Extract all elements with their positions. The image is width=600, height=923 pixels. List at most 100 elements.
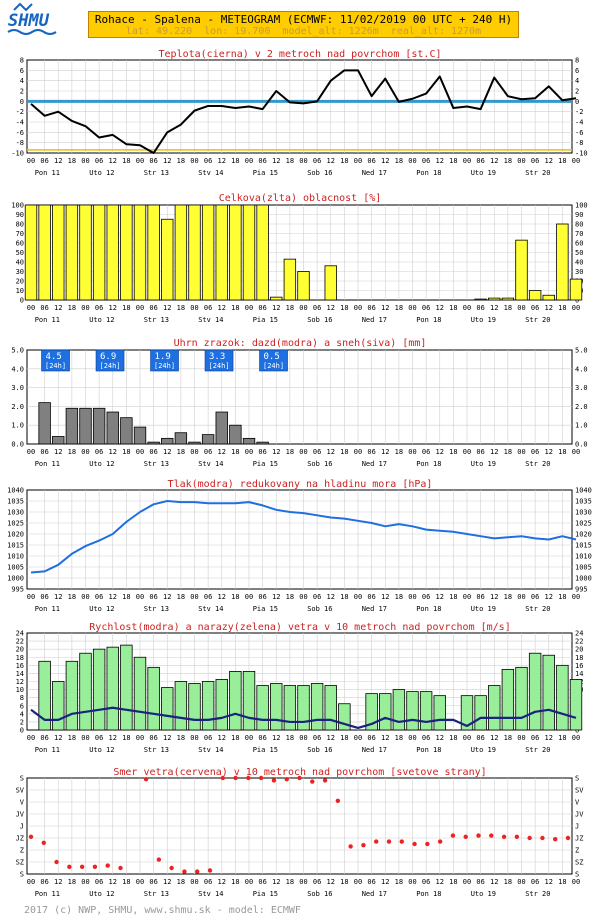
y-tick-label-right: -8 bbox=[575, 139, 583, 147]
plot-frame bbox=[26, 59, 573, 154]
y-tick-label-right: SZ bbox=[575, 859, 583, 867]
y-tick-label-left: 5.0 bbox=[11, 347, 24, 355]
y-tick-label-left: 1.0 bbox=[11, 422, 24, 430]
chart-panel-1: Teplota(cierna) v 2 metroch nad povrchom… bbox=[11, 49, 587, 177]
bar bbox=[52, 204, 65, 301]
y-tick-label-left: 8 bbox=[20, 694, 24, 702]
x-hour-label: 12 bbox=[218, 448, 226, 456]
wind-direction-point bbox=[399, 839, 404, 844]
x-hour-label: 12 bbox=[490, 734, 498, 742]
x-hour-label: 18 bbox=[449, 593, 457, 601]
x-hour-label: 00 bbox=[190, 734, 198, 742]
y-tick-label-left: 100 bbox=[11, 202, 24, 210]
x-hour-label: 00 bbox=[572, 448, 580, 456]
x-hour-label: 00 bbox=[27, 157, 35, 165]
header-banner: Rohace - Spalena - METEOGRAM (ECMWF: 11/… bbox=[88, 11, 519, 38]
x-hour-label: 06 bbox=[258, 304, 266, 312]
bar bbox=[133, 204, 147, 301]
y-tick-label-right: SV bbox=[575, 787, 584, 795]
x-hour-label: 06 bbox=[258, 157, 266, 165]
chart-panel-5: Rychlost(modra) a narazy(zelena) vetra v… bbox=[16, 622, 584, 754]
bar bbox=[65, 204, 79, 301]
x-day-label: Sob 16 bbox=[307, 605, 332, 613]
wind-direction-point bbox=[156, 857, 162, 862]
x-day-label: Pon 18 bbox=[416, 746, 441, 754]
x-day-label: Str 20 bbox=[525, 890, 550, 898]
x-hour-label: 18 bbox=[68, 734, 76, 742]
x-hour-label: 18 bbox=[558, 448, 566, 456]
wind-direction-point bbox=[41, 840, 46, 845]
x-hour-label: 00 bbox=[517, 878, 525, 886]
y-tick-label-left: -6 bbox=[16, 129, 24, 137]
x-day-label: Uto 19 bbox=[471, 890, 496, 898]
bar bbox=[433, 695, 446, 731]
x-hour-label: 12 bbox=[54, 878, 62, 886]
x-hour-label: 00 bbox=[572, 593, 580, 601]
x-day-label: Pon 18 bbox=[416, 460, 441, 468]
x-hour-label: 12 bbox=[490, 157, 498, 165]
wind-direction-point bbox=[195, 869, 200, 874]
bar bbox=[65, 660, 79, 731]
x-hour-label: 00 bbox=[190, 593, 198, 601]
x-hour-label: 06 bbox=[204, 878, 212, 886]
y-tick-label-left: 1025 bbox=[7, 520, 24, 528]
x-hour-label: 00 bbox=[81, 878, 89, 886]
x-hour-label: 12 bbox=[218, 734, 226, 742]
x-day-label: Sob 16 bbox=[307, 890, 332, 898]
bar bbox=[474, 298, 487, 301]
y-tick-label-left: 60 bbox=[16, 240, 24, 248]
y-tick-label-right: 1020 bbox=[575, 531, 592, 539]
y-tick-label-right: 20 bbox=[575, 646, 583, 654]
x-hour-label: 00 bbox=[136, 448, 144, 456]
y-tick-label-right: 5.0 bbox=[575, 347, 588, 355]
x-hour-label: 06 bbox=[531, 734, 539, 742]
bar bbox=[406, 691, 419, 731]
wind-direction-point bbox=[425, 841, 430, 847]
bar bbox=[161, 687, 174, 731]
bar bbox=[79, 204, 92, 301]
bar bbox=[542, 294, 555, 301]
x-hour-label: 06 bbox=[367, 304, 375, 312]
x-hour-label: 06 bbox=[40, 878, 48, 886]
x-hour-label: 18 bbox=[231, 304, 239, 312]
bar bbox=[38, 660, 51, 731]
y-tick-label-right: 40 bbox=[575, 259, 583, 267]
bar bbox=[161, 437, 174, 445]
bar bbox=[120, 204, 133, 301]
y-tick-label-right: -6 bbox=[575, 129, 583, 137]
x-day-label: Pia 15 bbox=[253, 605, 278, 613]
y-tick-label-right: 4 bbox=[575, 77, 579, 85]
x-hour-label: 12 bbox=[490, 878, 498, 886]
x-hour-label: 06 bbox=[258, 878, 266, 886]
bar bbox=[147, 204, 160, 301]
x-hour-label: 12 bbox=[272, 448, 280, 456]
x-day-label: Stv 14 bbox=[198, 890, 223, 898]
y-tick-label-right: 4.0 bbox=[575, 365, 588, 373]
x-hour-label: 06 bbox=[258, 734, 266, 742]
x-day-label: Ned 17 bbox=[362, 746, 387, 754]
bar bbox=[460, 695, 474, 731]
y-tick-label-right: 0 bbox=[575, 297, 579, 305]
x-hour-label: 18 bbox=[504, 593, 512, 601]
x-hour-label: 12 bbox=[163, 304, 171, 312]
x-day-label: Str 20 bbox=[525, 169, 550, 177]
y-tick-label-left: Z bbox=[20, 847, 24, 855]
chart-title: Teplota(cierna) v 2 metroch nad povrchom… bbox=[159, 49, 442, 60]
bar bbox=[569, 679, 583, 731]
x-day-label: Pon 11 bbox=[35, 605, 60, 613]
x-hour-label: 00 bbox=[81, 593, 89, 601]
x-hour-label: 12 bbox=[327, 878, 335, 886]
x-hour-label: 12 bbox=[54, 448, 62, 456]
x-hour-label: 12 bbox=[218, 157, 226, 165]
x-day-label: Pia 15 bbox=[253, 890, 278, 898]
x-day-label: Sob 16 bbox=[307, 316, 332, 324]
x-hour-label: 00 bbox=[463, 448, 471, 456]
x-hour-label: 12 bbox=[163, 878, 171, 886]
x-hour-label: 18 bbox=[558, 734, 566, 742]
x-hour-label: 00 bbox=[245, 734, 253, 742]
daily-total-value: 4.5 bbox=[46, 352, 62, 362]
x-hour-label: 18 bbox=[340, 878, 348, 886]
daily-total-value: 6.9 bbox=[100, 352, 116, 362]
x-hour-label: 18 bbox=[449, 734, 457, 742]
bar bbox=[24, 204, 38, 301]
